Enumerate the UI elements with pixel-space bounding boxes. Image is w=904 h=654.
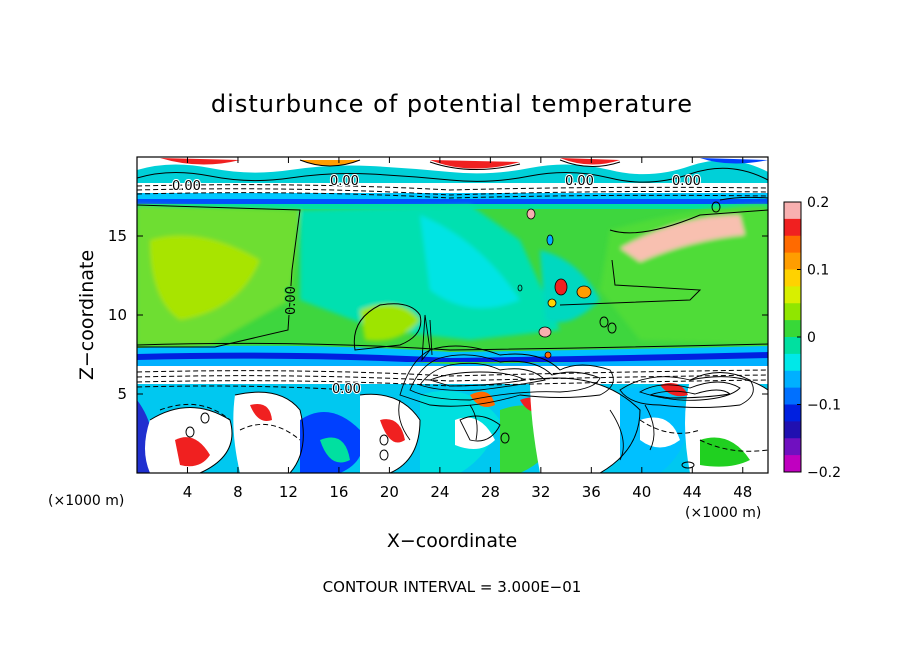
- colorbar-swatch: [784, 235, 801, 254]
- y-axis-label: Z−coordinate: [76, 250, 98, 380]
- colorbar-swatch: [784, 218, 801, 237]
- colorbar-tick-label: −0.2: [807, 465, 841, 481]
- colorbar-swatch: [784, 353, 801, 372]
- colorbar-swatch: [784, 202, 801, 220]
- chart-title: disturbunce of potential temperature: [211, 90, 693, 118]
- x-tick-label: 16: [329, 483, 348, 501]
- colorbar-swatch: [784, 404, 801, 422]
- x-tick-label: 40: [632, 483, 651, 501]
- x-tick-label: 36: [582, 483, 601, 501]
- colorbar-swatch: [784, 421, 801, 439]
- x-tick-label: 24: [430, 483, 449, 501]
- contour-label: 0.00: [172, 179, 201, 194]
- colorbar-swatch: [784, 337, 801, 355]
- contour-labels: 0.00 0.00 0.00 0.00 0.00 0.00: [171, 173, 702, 398]
- colorbar-tick-label: 0.2: [807, 195, 829, 211]
- x-tick-label: 12: [279, 483, 298, 501]
- x-tick-label: 4: [183, 483, 193, 501]
- colorbar-swatch: [784, 387, 801, 405]
- x-unit-left: (×1000 m): [48, 493, 124, 509]
- x-tick-label: 32: [531, 483, 550, 501]
- colorbar-tick-label: 0: [807, 330, 816, 346]
- colorbar-swatch: [784, 370, 801, 389]
- contour-label: 0.00: [330, 174, 359, 189]
- x-tick-label: 44: [683, 483, 702, 501]
- y-tick-label: 5: [117, 385, 127, 403]
- colorbar-swatch: [784, 303, 801, 321]
- convective-contours: [398, 314, 754, 461]
- contour-interval-note: CONTOUR INTERVAL = 3.000E−01: [323, 578, 582, 596]
- y-axis: 5 10 15: [108, 227, 768, 403]
- y-tick-label: 15: [108, 227, 127, 245]
- contour-label: 0.00: [332, 382, 361, 397]
- colorbar-swatch: [784, 438, 801, 456]
- convective-cells: [517, 208, 592, 359]
- colorbar-swatch: [784, 252, 801, 270]
- x-tick-label: 20: [380, 483, 399, 501]
- x-tick-label: 8: [233, 483, 243, 501]
- colorbar-swatch: [784, 269, 801, 287]
- x-axis-label: X−coordinate: [387, 530, 517, 552]
- x-unit-right: (×1000 m): [685, 505, 761, 521]
- plot-area: 0.00 0.00 0.00 0.00 0.00 0.00: [137, 157, 768, 473]
- colorbar-tick-label: 0.1: [807, 263, 829, 279]
- contour-label: 0.00: [284, 286, 299, 315]
- colorbar-swatch: [784, 320, 801, 338]
- y-tick-label: 10: [108, 306, 127, 324]
- colorbar: 0.2 0.1 0 −0.1 −0.2: [783, 195, 841, 481]
- colorbar-swatch: [784, 455, 801, 473]
- mid-region: [137, 205, 768, 345]
- x-tick-label: 28: [481, 483, 500, 501]
- contour-label: 0.00: [672, 174, 701, 189]
- x-axis: 4 8 12 16 20 24 28 32 36 40 44 48: [183, 157, 752, 501]
- colorbar-swatch: [784, 286, 801, 304]
- colorbar-tick-label: −0.1: [807, 398, 841, 414]
- contour-label: 0.00: [565, 174, 594, 189]
- x-tick-label: 48: [733, 483, 752, 501]
